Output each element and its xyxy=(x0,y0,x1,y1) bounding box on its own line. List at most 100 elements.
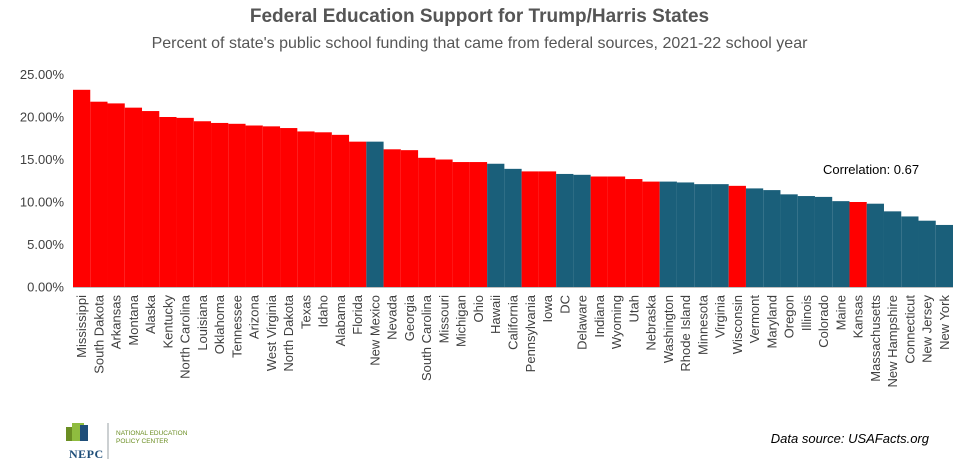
bar xyxy=(176,117,194,287)
bar xyxy=(538,171,557,287)
logo-org-name: National Education Policy Center xyxy=(116,430,206,446)
bar xyxy=(676,182,695,287)
y-tick-label: 25.00% xyxy=(20,67,65,82)
x-tick-label: Rhode Island xyxy=(678,295,693,372)
x-tick-label: Vermont xyxy=(747,295,762,344)
bar xyxy=(331,134,350,287)
y-axis: 0.00% 5.00% 10.00% 15.00% 20.00% 25.00% xyxy=(20,67,65,295)
x-tick-label: Massachusetts xyxy=(868,295,883,382)
bar xyxy=(728,185,746,287)
x-tick-label: West Virginia xyxy=(264,294,279,371)
bar xyxy=(418,157,436,287)
x-tick-label: South Carolina xyxy=(419,294,434,381)
bar xyxy=(711,184,729,287)
logo-org-line1: National Education xyxy=(116,430,188,437)
chart-title: Federal Education Support for Trump/Harr… xyxy=(249,6,710,27)
bar xyxy=(883,211,902,287)
x-tick-label: Tennessee xyxy=(229,295,244,358)
bar xyxy=(521,171,539,287)
bar xyxy=(297,131,315,287)
y-tick-label: 0.00% xyxy=(27,280,64,295)
bar xyxy=(625,179,643,287)
bar xyxy=(659,181,677,287)
x-tick-label: Wyoming xyxy=(609,295,624,349)
x-tick-label: Oregon xyxy=(782,295,797,338)
data-source: Data source: USAFacts.org xyxy=(770,431,929,446)
chart-subtitle: Percent of state's public school funding… xyxy=(151,35,808,52)
nepc-logo-icon xyxy=(66,423,109,459)
x-tick-label: North Dakota xyxy=(281,294,296,371)
x-tick-label: Illinois xyxy=(799,295,814,332)
bar xyxy=(573,174,591,287)
bar xyxy=(228,123,246,287)
x-tick-label: Pennsylvania xyxy=(523,294,538,372)
x-tick-label: Ohio xyxy=(471,295,486,322)
y-tick-label: 20.00% xyxy=(20,110,65,125)
x-tick-label: Washington xyxy=(661,295,676,363)
bar xyxy=(607,176,626,287)
correlation-annotation: Correlation: 0.67 xyxy=(823,162,919,177)
bar xyxy=(487,163,505,287)
bar xyxy=(124,107,143,288)
bar xyxy=(745,188,764,287)
x-tick-label: Nevada xyxy=(385,294,400,340)
x-tick-label: Arizona xyxy=(247,294,262,339)
x-tick-label: Kansas xyxy=(851,295,866,339)
x-tick-label: North Carolina xyxy=(178,294,193,379)
bar xyxy=(935,224,953,287)
logo-name: NEPC xyxy=(69,447,104,461)
x-tick-label: Colorado xyxy=(816,295,831,348)
x-tick-label: California xyxy=(506,294,521,350)
bar xyxy=(556,173,574,287)
x-tick-label: Hawaii xyxy=(488,295,503,334)
bar xyxy=(314,132,332,287)
bar xyxy=(90,101,108,287)
logo-org-line2: Policy Center xyxy=(116,438,169,445)
bar xyxy=(642,181,660,287)
bar xyxy=(452,162,470,287)
x-tick-label: Mississippi xyxy=(74,295,89,358)
x-tick-label: Missouri xyxy=(436,295,451,344)
x-tick-label: Alabama xyxy=(333,294,348,346)
bar xyxy=(469,162,488,287)
bar xyxy=(694,184,712,287)
bar xyxy=(159,117,177,287)
x-tick-label: Utah xyxy=(626,295,641,322)
bar xyxy=(763,190,781,287)
x-tick-label: Michigan xyxy=(454,295,469,347)
x-tick-label: Maine xyxy=(833,295,848,330)
bar xyxy=(780,194,798,287)
x-tick-label: Indiana xyxy=(592,294,607,337)
x-tick-label: Minnesota xyxy=(695,294,710,355)
x-tick-label: Louisiana xyxy=(195,294,210,350)
bar xyxy=(73,89,91,287)
x-tick-label: New York xyxy=(937,295,952,350)
x-axis: Mississippi South Dakota Arkansas Montana Al… xyxy=(73,287,953,387)
x-tick-label: Alaska xyxy=(143,294,158,334)
x-tick-label: Maryland xyxy=(764,295,779,348)
bar xyxy=(262,126,281,287)
bar xyxy=(797,196,815,287)
x-tick-label: South Dakota xyxy=(91,294,106,374)
bar xyxy=(866,203,884,287)
x-tick-label: Connecticut xyxy=(902,295,917,364)
x-tick-label: Florida xyxy=(350,294,365,335)
bar xyxy=(142,111,160,287)
x-tick-label: Nebraska xyxy=(644,294,659,350)
bar xyxy=(280,128,298,287)
x-tick-label: Idaho xyxy=(316,295,331,328)
x-tick-label: Georgia xyxy=(402,294,417,341)
x-tick-label: Kentucky xyxy=(160,295,175,349)
x-tick-label: Iowa xyxy=(540,294,555,322)
bar xyxy=(400,150,419,287)
bar xyxy=(901,216,919,287)
x-tick-label: New Jersey xyxy=(920,295,935,363)
bar xyxy=(832,201,850,287)
bar xyxy=(590,176,608,287)
bar xyxy=(349,141,367,287)
x-tick-label: New Hampshire xyxy=(885,295,900,387)
bar xyxy=(504,168,522,287)
y-tick-label: 10.00% xyxy=(20,195,65,210)
y-tick-label: 5.00% xyxy=(27,237,64,252)
